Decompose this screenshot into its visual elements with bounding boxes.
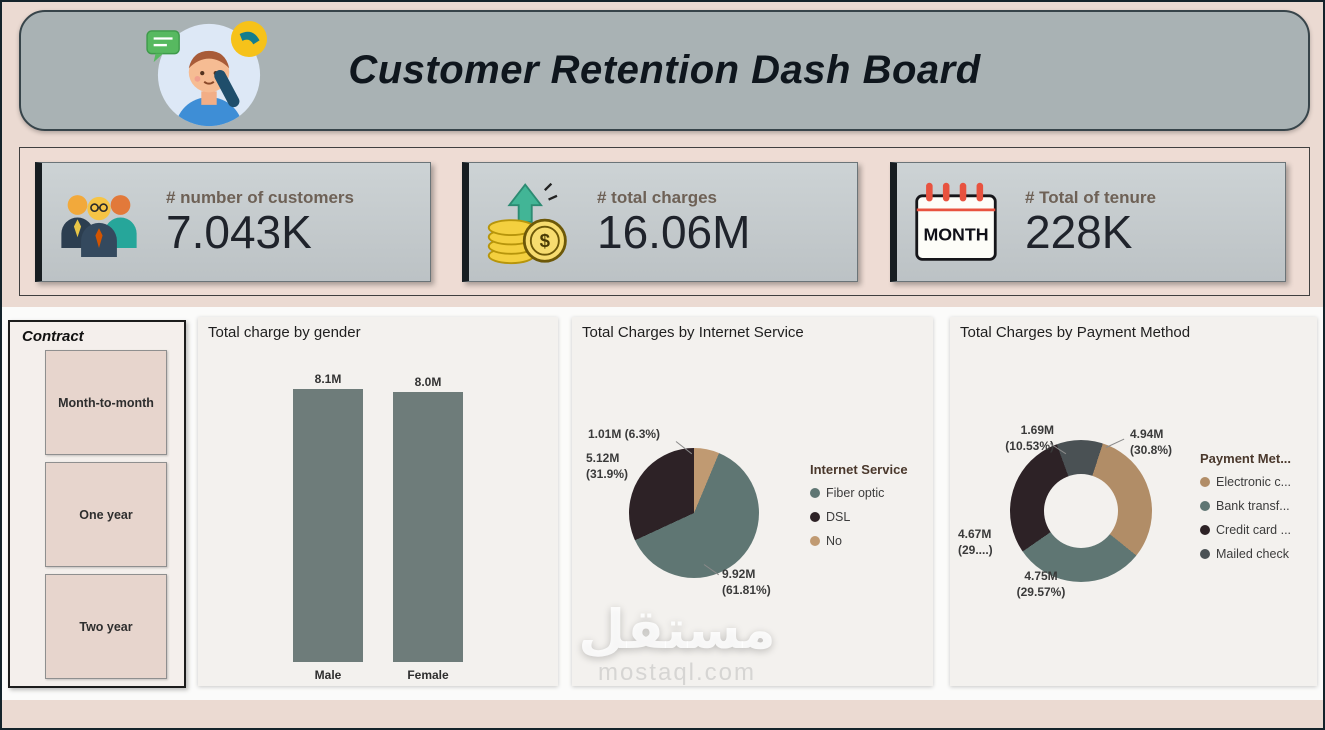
legend-item-dsl[interactable]: DSL: [810, 510, 908, 524]
bar-column-female: 8.0M: [393, 372, 463, 662]
bar-value-label-male: 8.1M: [314, 372, 342, 386]
header-bar: Customer Retention Dash Board: [19, 10, 1310, 131]
legend-dot-icon: [810, 488, 820, 498]
payment-method-chart-title: Total Charges by Payment Method: [960, 324, 1191, 341]
donut-hole: [1044, 474, 1118, 548]
donut-label-credit-card: 4.67M (29....): [958, 527, 993, 557]
kpi-label-customers: # number of customers: [166, 187, 354, 207]
contract-slicer-panel: Contract Month-to-month One year Two yea…: [8, 320, 186, 688]
bar-female[interactable]: [393, 392, 463, 662]
donut-label-electronic-check: 4.94M (30.8%): [1130, 427, 1173, 457]
kpi-strip: # number of customers 7.043K: [19, 147, 1310, 296]
gender-bars: 8.1M 8.0M: [198, 372, 558, 662]
donut-label-mailed-check: 1.69M (10.53%): [1005, 423, 1054, 453]
customers-group-icon: [56, 187, 142, 257]
pie-label-no: 1.01M (6.3%): [588, 427, 661, 441]
legend-item-mailed-check[interactable]: Mailed check: [1200, 547, 1291, 561]
gender-bar-chart-panel: Total charge by gender 8.1M 8.0M Male Fe…: [198, 317, 558, 686]
legend-item-credit-card[interactable]: Credit card ...: [1200, 523, 1291, 537]
kpi-value-tenure: 228K: [1025, 205, 1133, 258]
payment-method-donut[interactable]: [1010, 440, 1152, 582]
legend-dot-icon: [810, 536, 820, 546]
legend-dot-icon: [1200, 477, 1210, 487]
bar-column-male: 8.1M: [293, 372, 363, 662]
support-agent-avatar: [146, 16, 276, 136]
kpi-label-total-charges: # total charges: [597, 187, 717, 207]
slicer-title: Contract: [22, 328, 84, 345]
legend-dot-icon: [1200, 549, 1210, 559]
pie-label-dsl: 5.12M (31.9%): [586, 451, 629, 481]
category-label-male: Male: [314, 668, 342, 682]
kpi-value-customers: 7.043K: [166, 205, 312, 258]
internet-service-pie[interactable]: [629, 448, 759, 578]
chat-bubble-icon: [146, 30, 184, 69]
payment-method-legend: Payment Met... Electronic c... Bank tran…: [1200, 451, 1291, 571]
svg-text:MONTH: MONTH: [923, 225, 988, 245]
slicer-option-two-year[interactable]: Two year: [45, 574, 167, 679]
legend-label: Mailed check: [1216, 547, 1289, 561]
internet-service-pie-panel: Total Charges by Internet Service 1.01M …: [572, 317, 933, 686]
label-leader-line: [1105, 438, 1125, 448]
bar-value-label-female: 8.0M: [414, 375, 442, 390]
kpi-value-total-charges: 16.06M: [597, 205, 751, 258]
legend-label: DSL: [826, 510, 851, 524]
legend-title: Internet Service: [810, 462, 908, 477]
legend-label: No: [826, 534, 842, 548]
slicer-option-one-year[interactable]: One year: [45, 462, 167, 567]
legend-item-electronic-check[interactable]: Electronic c...: [1200, 475, 1291, 489]
page-title: Customer Retention Dash Board: [348, 48, 981, 92]
legend-item-no[interactable]: No: [810, 534, 908, 548]
legend-title: Payment Met...: [1200, 451, 1292, 466]
category-label-female: Female: [407, 668, 449, 682]
legend-label: Credit card ...: [1216, 523, 1292, 537]
slicer-option-month-to-month[interactable]: Month-to-month: [45, 350, 167, 455]
legend-label: Electronic c...: [1216, 475, 1292, 489]
phone-badge-icon: [230, 20, 268, 63]
gender-chart-title: Total charge by gender: [208, 324, 361, 341]
coins-up-arrow-icon: $: [483, 179, 573, 265]
gender-category-axis: Male Female: [198, 668, 558, 682]
legend-item-fiber-optic[interactable]: Fiber optic: [810, 486, 908, 500]
legend-dot-icon: [1200, 525, 1210, 535]
legend-dot-icon: [1200, 501, 1210, 511]
calendar-month-icon: MONTH: [911, 179, 1001, 265]
kpi-label-tenure: # Total of tenure: [1025, 187, 1156, 207]
kpi-card-customers: # number of customers 7.043K: [35, 162, 431, 282]
donut-label-bank-transfer: 4.75M (29.57%): [1016, 569, 1066, 599]
legend-label: Bank transf...: [1216, 499, 1290, 513]
bar-male[interactable]: [293, 389, 363, 662]
payment-method-donut-panel: Total Charges by Payment Method 1.69M (1…: [950, 317, 1317, 686]
kpi-card-total-charges: $ # total charges 16.06M: [462, 162, 858, 282]
internet-service-chart-title: Total Charges by Internet Service: [582, 324, 804, 341]
legend-dot-icon: [810, 512, 820, 522]
pie-label-fiber-optic: 9.92M (61.81%): [722, 567, 771, 597]
internet-service-legend: Internet Service Fiber optic DSL No: [810, 462, 908, 558]
svg-text:$: $: [540, 230, 551, 251]
legend-item-bank-transfer[interactable]: Bank transf...: [1200, 499, 1291, 513]
kpi-card-tenure: MONTH # Total of tenure 228K: [890, 162, 1286, 282]
legend-label: Fiber optic: [826, 486, 885, 500]
